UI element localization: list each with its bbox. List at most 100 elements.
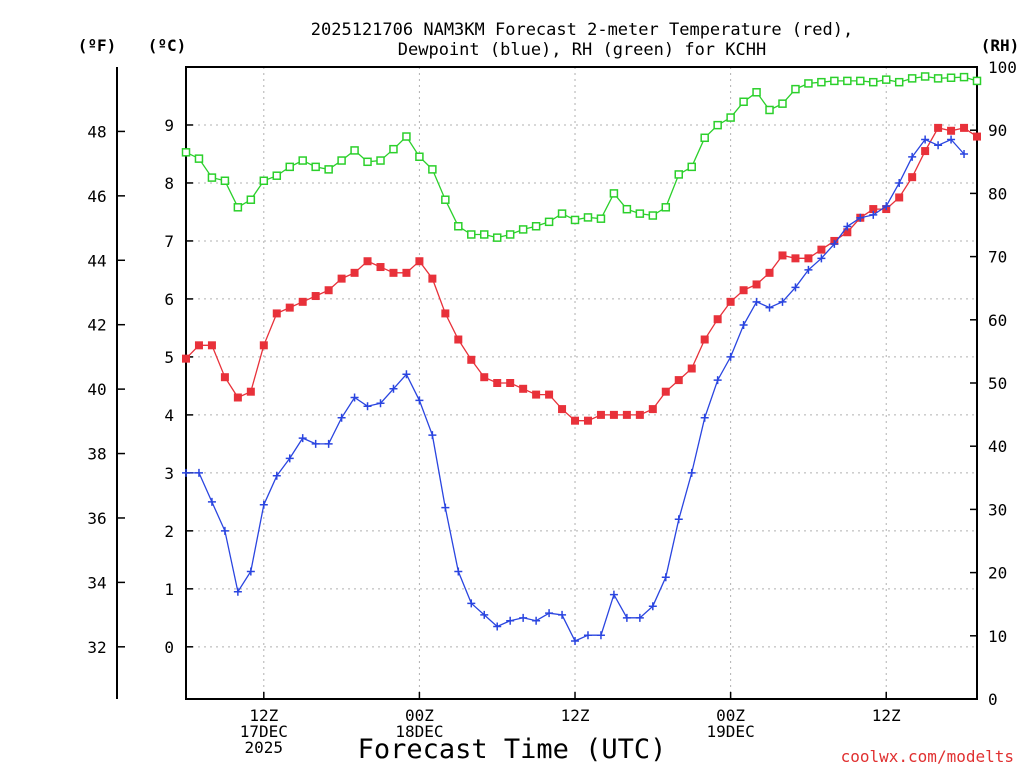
data-point <box>894 77 904 87</box>
data-point <box>259 500 268 509</box>
data-point <box>648 602 657 611</box>
data-point <box>350 146 359 155</box>
data-point <box>661 203 671 212</box>
data-point <box>583 631 592 640</box>
data-point <box>545 390 554 399</box>
celsius-tick-label: 3 <box>164 464 174 483</box>
data-point <box>207 173 217 182</box>
data-point <box>182 354 190 363</box>
data-point <box>817 245 826 254</box>
data-point <box>635 613 644 622</box>
data-point <box>882 202 891 211</box>
data-point <box>830 76 839 86</box>
celsius-unit-label: (ºC) <box>148 36 187 55</box>
data-point <box>467 355 476 364</box>
celsius-tick-label: 1 <box>164 580 174 599</box>
data-point <box>505 230 515 239</box>
data-point <box>402 268 411 277</box>
fahrenheit-tick-label: 34 <box>87 573 106 592</box>
data-point <box>778 251 787 260</box>
celsius-tick-label: 9 <box>164 116 174 135</box>
data-point <box>960 149 969 158</box>
data-point <box>907 74 917 83</box>
celsius-tick-label: 8 <box>164 174 174 193</box>
data-point <box>558 405 567 414</box>
data-point <box>687 468 696 477</box>
data-point <box>571 416 580 425</box>
data-point <box>804 79 813 88</box>
data-point <box>765 105 774 115</box>
data-point <box>700 133 709 143</box>
rh-tick-label: 10 <box>988 627 1007 646</box>
data-point <box>570 215 580 225</box>
series-temperature <box>182 123 981 425</box>
time-tick-label: 2025 <box>245 738 284 757</box>
fahrenheit-tick-label: 48 <box>87 122 106 141</box>
data-point <box>946 73 956 82</box>
data-point <box>194 468 203 477</box>
data-point <box>947 135 956 144</box>
data-point <box>869 210 878 219</box>
data-point <box>739 286 748 295</box>
data-point <box>363 157 372 167</box>
data-point <box>804 265 813 274</box>
time-tick-label: 12Z <box>249 706 278 725</box>
data-point <box>973 132 981 141</box>
data-point <box>648 211 658 220</box>
data-point <box>389 268 398 277</box>
fahrenheit-tick-label: 46 <box>87 187 106 206</box>
data-point <box>726 113 735 122</box>
data-point <box>337 413 346 422</box>
fahrenheit-tick-label: 42 <box>87 316 106 335</box>
celsius-tick-label: 2 <box>164 522 174 541</box>
data-point <box>402 132 411 141</box>
data-point <box>428 274 437 283</box>
time-tick-label: 17DEC <box>240 722 288 741</box>
chart-title-line1: 2025121706 NAM3KM Forecast 2-meter Tempe… <box>311 20 853 40</box>
data-point <box>752 280 761 289</box>
series-relative-humidity <box>181 72 982 242</box>
data-point <box>454 567 463 576</box>
data-point <box>609 590 618 599</box>
data-point <box>557 209 567 218</box>
data-point <box>233 587 242 596</box>
data-point <box>272 471 281 480</box>
time-tick-label: 12Z <box>561 706 590 725</box>
data-point <box>324 439 333 448</box>
fahrenheit-axis: 32 34 36 38 40 42 44 46 48 <box>87 122 125 657</box>
time-tick-label: 00Z <box>405 706 434 725</box>
rh-unit-label: (RH) <box>981 36 1020 55</box>
data-point <box>441 309 450 318</box>
data-point <box>933 74 943 83</box>
data-point <box>778 297 787 306</box>
credit-text: coolwx.com/modelts <box>841 747 1014 766</box>
time-tick-label: 00Z <box>716 706 745 725</box>
data-point <box>972 76 982 86</box>
data-point <box>181 148 191 157</box>
data-point <box>402 370 411 379</box>
data-point <box>389 144 398 154</box>
data-point <box>713 376 722 385</box>
data-point <box>493 622 502 631</box>
data-point <box>648 405 657 414</box>
data-point <box>480 610 489 619</box>
data-point <box>895 178 904 187</box>
data-point <box>713 120 722 130</box>
data-point <box>324 286 333 295</box>
data-point <box>220 373 229 382</box>
chart-title-line2: Dewpoint (blue), RH (green) for KCHH <box>398 40 766 60</box>
data-point <box>752 297 761 306</box>
data-point <box>609 189 619 198</box>
data-point <box>908 173 917 182</box>
data-point <box>934 123 943 132</box>
data-point <box>285 303 294 312</box>
data-point <box>285 454 294 463</box>
data-point <box>843 222 852 231</box>
data-point <box>220 176 230 186</box>
data-point <box>493 379 502 387</box>
celsius-axis: 0 1 2 3 4 5 6 7 8 9 <box>164 116 193 657</box>
data-point <box>363 257 372 266</box>
celsius-tick-label: 6 <box>164 290 174 309</box>
data-point <box>934 141 943 150</box>
